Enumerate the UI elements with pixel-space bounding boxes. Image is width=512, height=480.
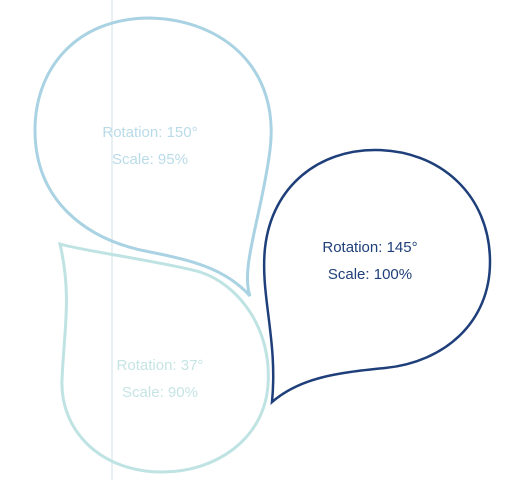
speech-bubble-main: Rotation: 145° Scale: 100%	[262, 148, 492, 405]
bubble-top-scale-label: Scale: 95%	[112, 151, 188, 168]
bubble-bottom-scale-label: Scale: 90%	[122, 384, 198, 401]
speech-bubble-bottom: Rotation: 37° Scale: 90%	[57, 241, 270, 474]
bubble-main-rotation-label: Rotation: 145°	[322, 239, 417, 256]
bubble-top-rotation-label: Rotation: 150°	[102, 124, 197, 141]
speech-bubble-main-outline	[262, 148, 492, 405]
bubble-main-scale-label: Scale: 100%	[328, 266, 412, 283]
speech-bubble-bottom-outline	[57, 241, 270, 474]
bubble-bottom-rotation-label: Rotation: 37°	[117, 357, 204, 374]
speech-bubble-top-outline	[33, 16, 273, 297]
speech-bubble-top: Rotation: 150° Scale: 95%	[33, 16, 273, 297]
